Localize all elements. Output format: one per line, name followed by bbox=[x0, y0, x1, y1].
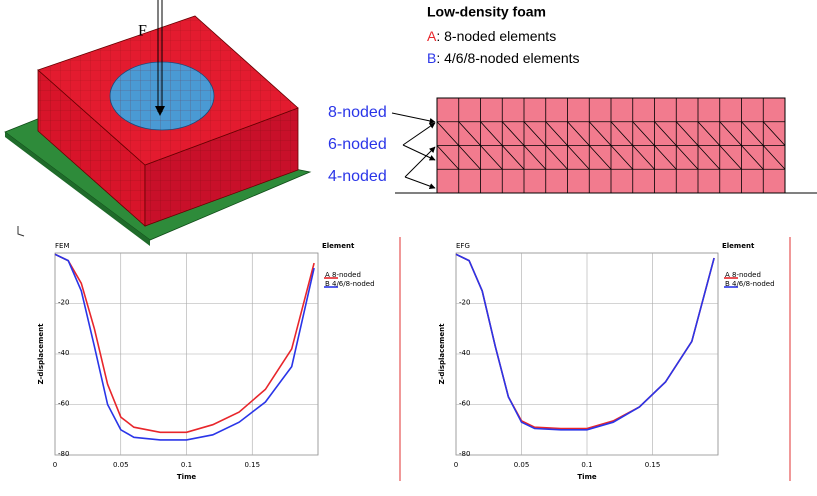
x-tick-label: 0.1 bbox=[181, 461, 192, 469]
y-tick-label: -40 bbox=[459, 349, 470, 357]
x-tick-label: 0.05 bbox=[113, 461, 129, 469]
y-tick-label: -80 bbox=[58, 450, 69, 458]
mesh-label: 6-noded bbox=[328, 136, 387, 153]
x-tick-label: 0.15 bbox=[244, 461, 260, 469]
legend-symbol: B bbox=[325, 280, 330, 288]
foam-block-illustration bbox=[5, 0, 310, 246]
x-axis-label: Time bbox=[577, 473, 596, 481]
legend-title: Element bbox=[722, 242, 755, 250]
x-axis-label: Time bbox=[177, 473, 196, 481]
x-tick-label: 0.05 bbox=[514, 461, 530, 469]
x-tick-label: 0 bbox=[53, 461, 57, 469]
legend-label: 8-noded bbox=[732, 271, 761, 279]
x-tick-label: 0.15 bbox=[645, 461, 661, 469]
chart-title: EFG bbox=[456, 242, 470, 250]
y-tick-label: -40 bbox=[58, 349, 69, 357]
series-line bbox=[55, 254, 314, 440]
legend-line: A: 8-noded elements bbox=[427, 28, 556, 44]
legend-symbol: A bbox=[325, 271, 330, 279]
legend-title: Low-density foam bbox=[427, 4, 546, 20]
mesh-label: 8-noded bbox=[328, 104, 387, 121]
y-tick-label: -60 bbox=[58, 400, 69, 408]
y-axis-label: Z-displacement bbox=[37, 323, 45, 384]
mesh-arrows bbox=[392, 113, 435, 188]
page: F Low-density foam A: 8-noded elements B… bbox=[0, 0, 817, 491]
y-tick-label: -80 bbox=[459, 450, 470, 458]
legend-text: : 4/6/8-noded elements bbox=[436, 50, 579, 66]
y-tick-label: -60 bbox=[459, 400, 470, 408]
chart-title: FEM bbox=[55, 242, 70, 250]
y-tick-label: -20 bbox=[58, 299, 69, 307]
legend-letter: B bbox=[427, 50, 436, 66]
legend-symbol: B bbox=[725, 280, 730, 288]
series-line bbox=[456, 254, 714, 429]
legend-text: : 8-noded elements bbox=[436, 28, 556, 44]
legend-label: 4/6/8-noded bbox=[332, 280, 375, 288]
legend-line: B: 4/6/8-noded elements bbox=[427, 50, 580, 66]
y-axis-label: Z-displacement bbox=[438, 323, 446, 384]
legend-label: 4/6/8-noded bbox=[732, 280, 775, 288]
x-tick-label: 0 bbox=[454, 461, 458, 469]
legend-title: Element bbox=[322, 242, 355, 250]
force-label: F bbox=[138, 23, 147, 40]
legend-symbol: A bbox=[725, 271, 730, 279]
legend-label: 8-noded bbox=[332, 271, 361, 279]
mesh-label: 4-noded bbox=[328, 168, 387, 185]
y-tick-label: -20 bbox=[459, 299, 470, 307]
x-tick-label: 0.1 bbox=[581, 461, 592, 469]
mesh-diagram bbox=[395, 98, 817, 193]
